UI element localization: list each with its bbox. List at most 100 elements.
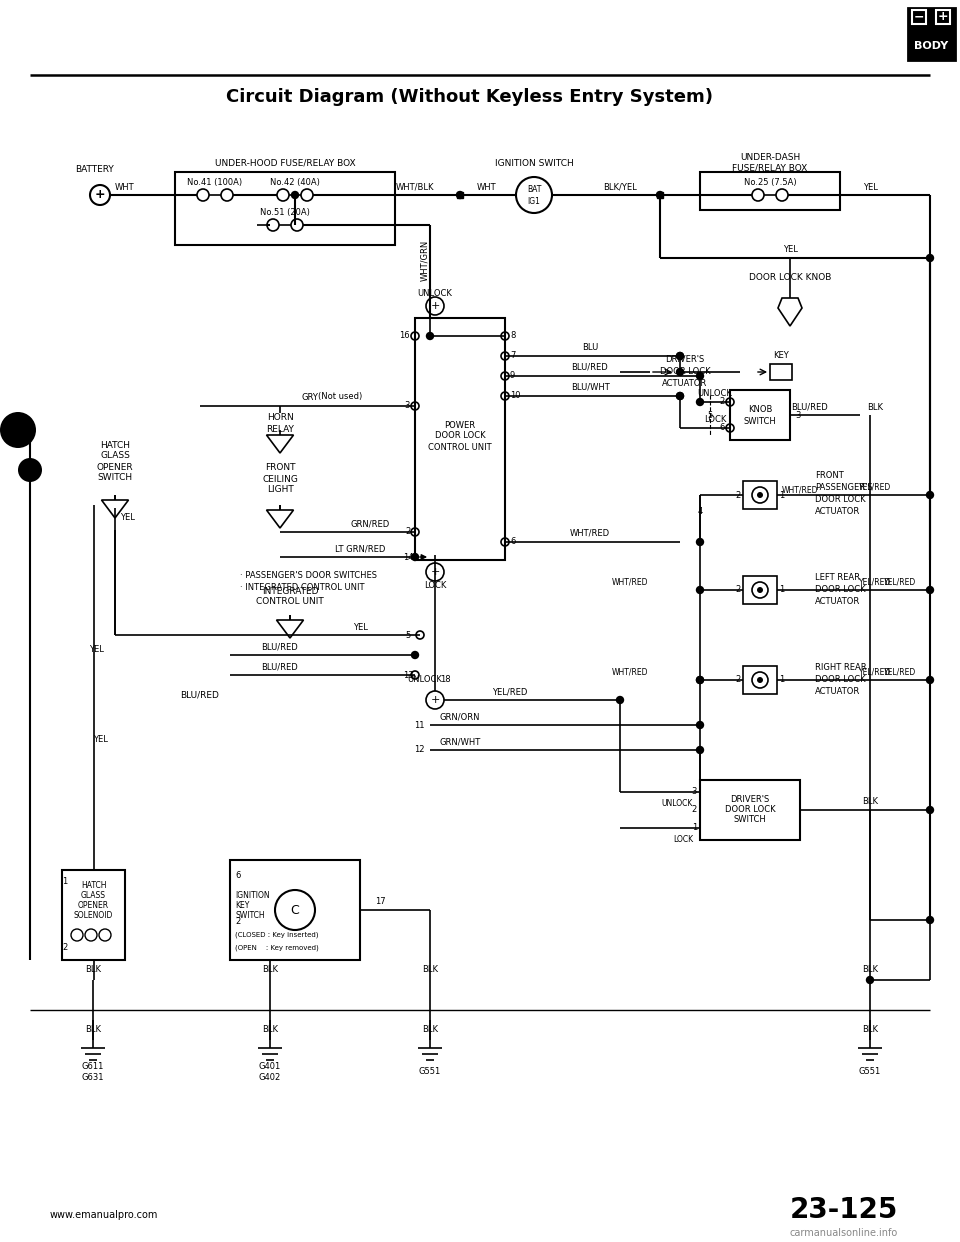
Bar — [62, 869, 125, 960]
Bar — [936, 10, 950, 24]
Text: IGNITION: IGNITION — [235, 891, 270, 899]
Circle shape — [697, 399, 704, 405]
Circle shape — [697, 677, 704, 683]
Circle shape — [677, 353, 684, 359]
Text: WHT/BLK: WHT/BLK — [396, 183, 434, 191]
Text: DOOR LOCK: DOOR LOCK — [815, 585, 866, 595]
Text: 18: 18 — [440, 676, 450, 684]
Circle shape — [412, 652, 419, 658]
Text: DOOR LOCK: DOOR LOCK — [725, 806, 776, 815]
Text: GRY: GRY — [301, 392, 319, 401]
Text: DOOR LOCK KNOB: DOOR LOCK KNOB — [749, 273, 831, 282]
Text: WHT/RED: WHT/RED — [781, 486, 818, 494]
Text: INTEGRATED: INTEGRATED — [262, 587, 319, 596]
Text: BLU/WHT: BLU/WHT — [570, 383, 610, 391]
Text: YEL: YEL — [93, 735, 108, 744]
Bar — [700, 171, 840, 210]
Text: BLK: BLK — [422, 965, 438, 975]
Text: SWITCH: SWITCH — [744, 417, 777, 426]
Text: (CLOSED : Key inserted): (CLOSED : Key inserted) — [235, 932, 319, 938]
Bar — [175, 171, 395, 245]
Bar — [743, 666, 777, 694]
Circle shape — [697, 539, 704, 545]
Text: G551: G551 — [419, 1068, 442, 1077]
Text: UNDER-HOOD FUSE/RELAY BOX: UNDER-HOOD FUSE/RELAY BOX — [215, 159, 355, 168]
Text: G551: G551 — [859, 1068, 881, 1077]
Text: UNLOCK: UNLOCK — [408, 676, 443, 684]
Text: ACTUATOR: ACTUATOR — [815, 688, 860, 697]
Text: ACTUATOR: ACTUATOR — [815, 597, 860, 606]
Text: IGNITION SWITCH: IGNITION SWITCH — [494, 159, 573, 168]
Text: SWITCH: SWITCH — [97, 473, 132, 482]
Text: +: + — [95, 189, 106, 201]
Text: 2: 2 — [735, 585, 740, 595]
Text: −: − — [914, 10, 924, 24]
Text: · PASSENGER'S DOOR SWITCHES: · PASSENGER'S DOOR SWITCHES — [240, 570, 377, 580]
Text: YEL: YEL — [863, 183, 877, 191]
Circle shape — [757, 492, 763, 498]
Text: 3: 3 — [795, 411, 801, 420]
Text: BLU/RED: BLU/RED — [571, 363, 609, 371]
Text: BLK: BLK — [862, 965, 878, 975]
Text: No.25 (7.5A): No.25 (7.5A) — [744, 179, 796, 188]
Text: LIGHT: LIGHT — [267, 486, 294, 494]
Text: Circuit Diagram (Without Keyless Entry System): Circuit Diagram (Without Keyless Entry S… — [227, 88, 713, 106]
Circle shape — [697, 373, 704, 380]
Text: YEL: YEL — [89, 646, 104, 655]
Text: SWITCH: SWITCH — [235, 910, 265, 919]
Circle shape — [926, 677, 933, 683]
Bar — [743, 576, 777, 604]
Text: 1: 1 — [780, 676, 784, 684]
Text: KEY: KEY — [773, 350, 789, 359]
Text: FRONT: FRONT — [815, 471, 844, 479]
Text: SOLENOID: SOLENOID — [74, 910, 113, 919]
Text: 2: 2 — [720, 397, 725, 406]
Text: +: + — [430, 696, 440, 705]
Circle shape — [867, 976, 874, 984]
Circle shape — [926, 806, 933, 814]
Text: +: + — [430, 568, 440, 578]
Text: DOOR LOCK: DOOR LOCK — [660, 368, 710, 376]
Text: KNOB: KNOB — [748, 405, 772, 415]
Text: OPENER: OPENER — [97, 462, 133, 472]
Text: 16: 16 — [399, 332, 410, 340]
Text: 2: 2 — [735, 491, 740, 499]
Text: C: C — [291, 903, 300, 917]
Text: 4: 4 — [697, 508, 703, 517]
Bar — [700, 780, 800, 840]
Text: YEL/RED: YEL/RED — [884, 578, 916, 586]
Bar — [908, 7, 955, 60]
Text: GRN/ORN: GRN/ORN — [440, 713, 480, 722]
Text: 11: 11 — [415, 720, 425, 729]
Circle shape — [677, 369, 684, 375]
Text: 6: 6 — [235, 871, 240, 879]
Circle shape — [697, 746, 704, 754]
Text: ACTUATOR: ACTUATOR — [662, 380, 708, 389]
Text: GRN/WHT: GRN/WHT — [440, 738, 481, 746]
Text: WHT: WHT — [477, 183, 497, 191]
Text: 5: 5 — [405, 631, 411, 640]
Bar — [415, 318, 505, 560]
Text: G401
G402: G401 G402 — [259, 1062, 281, 1082]
Text: LOCK: LOCK — [423, 580, 446, 590]
Text: No.42 (40A): No.42 (40A) — [270, 179, 320, 188]
Text: YEL/RED: YEL/RED — [859, 482, 891, 492]
Text: RELAY: RELAY — [266, 425, 294, 433]
Text: 1: 1 — [62, 878, 67, 887]
Text: BLK/YEL: BLK/YEL — [603, 183, 636, 191]
Text: YEL: YEL — [782, 246, 798, 255]
Text: 5: 5 — [708, 411, 712, 420]
Circle shape — [697, 677, 704, 683]
Circle shape — [292, 191, 299, 199]
Circle shape — [926, 917, 933, 924]
Text: 14: 14 — [403, 553, 413, 561]
Circle shape — [18, 458, 42, 482]
Text: BLU: BLU — [582, 343, 598, 351]
Text: 1: 1 — [692, 823, 697, 832]
Text: BLK: BLK — [85, 1026, 101, 1035]
Bar — [912, 10, 926, 24]
Circle shape — [926, 255, 933, 262]
Text: LT GRN/RED: LT GRN/RED — [335, 544, 385, 554]
Text: YEL: YEL — [352, 622, 368, 631]
Text: WHT/RED: WHT/RED — [612, 667, 648, 677]
